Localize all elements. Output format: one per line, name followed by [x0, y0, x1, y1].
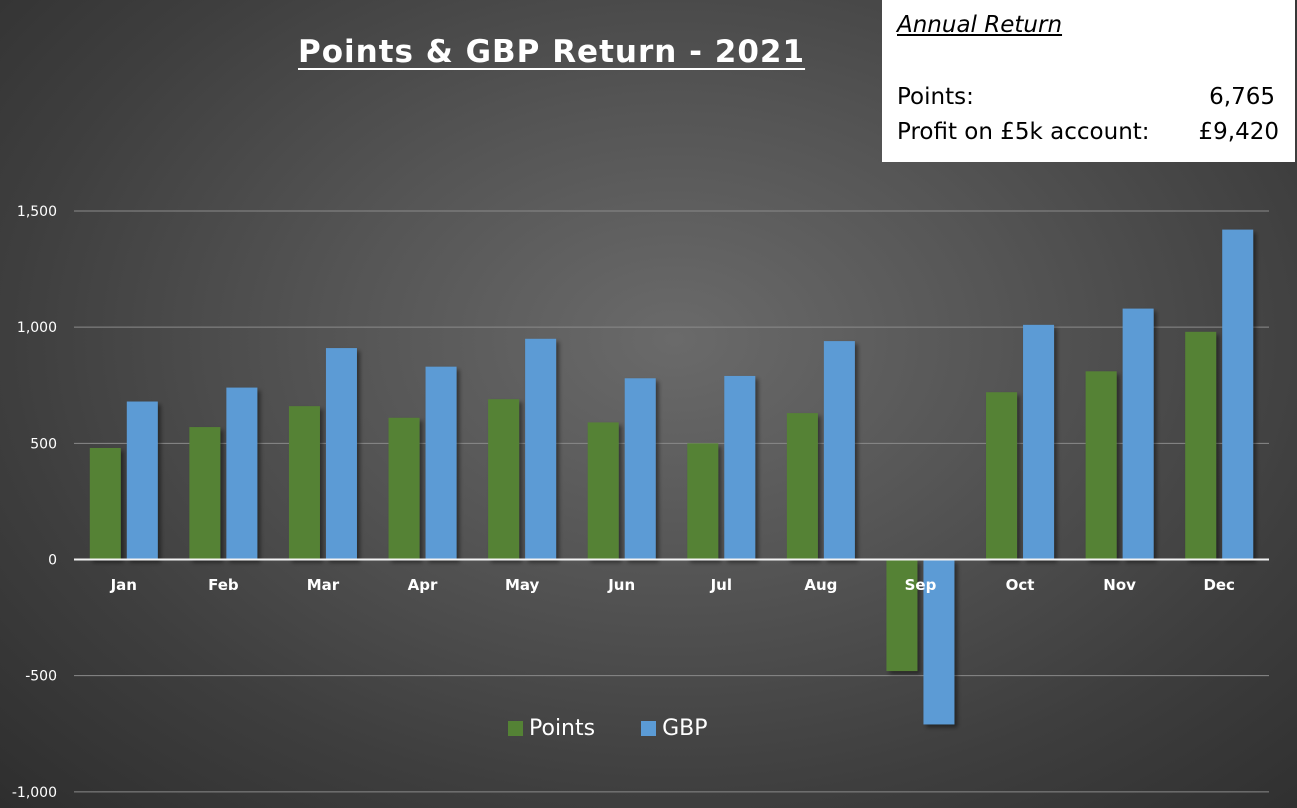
legend-swatch-gbp — [641, 720, 657, 736]
x-tick-label-sep: Sep — [905, 576, 937, 594]
x-tick-label-jul: Jul — [710, 576, 732, 594]
bar-gbp-jul — [724, 375, 756, 560]
legend-label-gbp: GBP — [662, 715, 708, 741]
y-tick-label: 1,500 — [17, 204, 57, 220]
points-value: 6,765 — [1209, 84, 1275, 110]
bar-gbp-oct — [1023, 324, 1055, 560]
legend-item-gbp: GBP — [641, 715, 708, 741]
legend-swatch-points — [508, 720, 523, 736]
bar-gbp-jun — [624, 378, 656, 560]
legend-label-points: Points — [529, 715, 596, 741]
annual-return-heading: Annual Return — [897, 12, 1063, 38]
points-row: Points: 6,765 — [897, 84, 1279, 114]
bar-gbp-sep — [923, 559, 955, 725]
y-tick-label: 500 — [30, 436, 57, 452]
profit-label: Profit on £5k account: — [897, 119, 1150, 145]
bar-gbp-feb — [226, 387, 258, 560]
x-tick-label-nov: Nov — [1103, 576, 1136, 594]
bar-gbp-apr — [425, 366, 457, 560]
bar-gbp-dec — [1222, 229, 1254, 560]
y-tick-label: -1,000 — [12, 785, 57, 801]
bar-points-aug — [786, 413, 818, 560]
x-tick-label-jan: Jan — [110, 576, 137, 594]
x-tick-label-aug: Aug — [804, 576, 837, 594]
bar-points-feb — [189, 427, 221, 560]
y-axis-tick-labels: 1,500 1,000 500 0 -500 -1,000 — [12, 204, 57, 801]
bar-gbp-nov — [1122, 308, 1154, 560]
bar-points-jan — [89, 447, 121, 560]
points-label: Points: — [897, 84, 974, 110]
y-tick-label: -500 — [25, 669, 57, 685]
y-tick-label: 1,000 — [17, 320, 57, 336]
bar-gbp-may — [525, 338, 557, 560]
bar-points-may — [488, 399, 520, 560]
gridlines — [74, 210, 1269, 793]
bar-points-apr — [388, 417, 420, 560]
bar-points-nov — [1085, 371, 1117, 560]
x-tick-label-dec: Dec — [1203, 576, 1235, 594]
profit-value: £9,420 — [1198, 119, 1279, 145]
annual-return-box: Annual Return Points: 6,765 Profit on £5… — [882, 0, 1295, 162]
bar-gbp-aug — [823, 341, 855, 560]
bar-points-jul — [687, 443, 719, 560]
bar-points-oct — [986, 392, 1018, 560]
bar-points-dec — [1185, 331, 1217, 560]
x-tick-label-mar: Mar — [307, 576, 340, 594]
x-tick-label-jun: Jun — [607, 576, 635, 594]
x-tick-label-feb: Feb — [208, 576, 239, 594]
bar-gbp-jan — [126, 401, 158, 560]
bars — [89, 229, 1254, 725]
y-tick-label: 0 — [48, 553, 57, 569]
bar-gbp-mar — [325, 348, 357, 560]
x-tick-label-oct: Oct — [1006, 576, 1035, 594]
x-tick-label-apr: Apr — [408, 576, 438, 594]
legend: Points GBP — [508, 712, 754, 744]
x-axis-category-labels: Jan Feb Mar Apr May Jun Jul Aug Sep Oct Nov Dec — [110, 576, 1235, 594]
profit-row: Profit on £5k account: £9,420 — [897, 119, 1279, 149]
legend-item-points: Points — [508, 716, 595, 741]
chart-title: Points & GBP Return - 2021 — [298, 34, 806, 70]
bar-points-jun — [587, 422, 619, 560]
x-tick-label-may: May — [505, 576, 540, 594]
bar-points-sep — [886, 559, 918, 672]
bar-points-mar — [288, 406, 320, 560]
